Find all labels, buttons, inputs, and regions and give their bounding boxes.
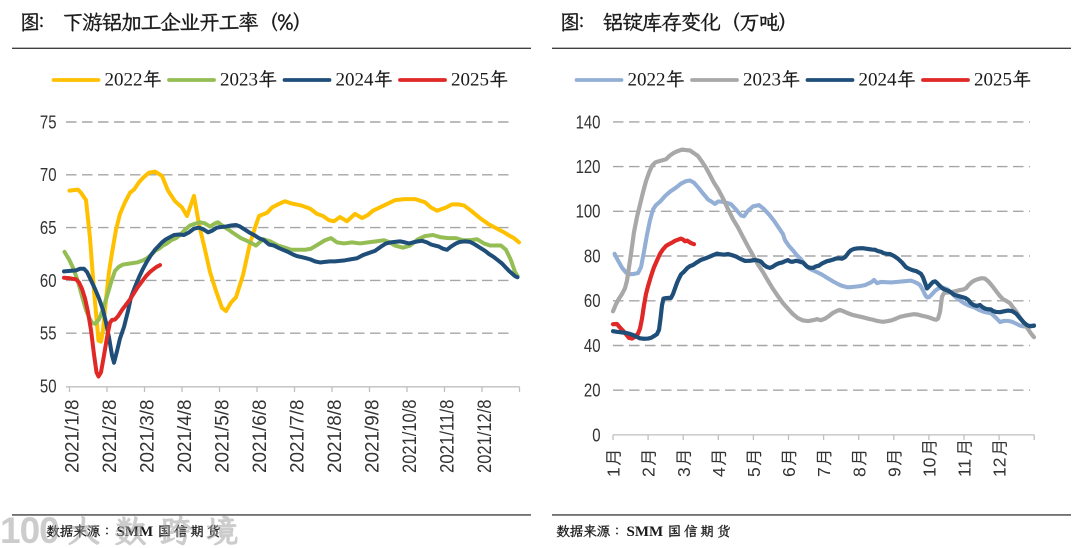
svg-text:140: 140 [576, 112, 601, 132]
svg-text:0: 0 [592, 425, 600, 445]
svg-text:2021/2/8: 2021/2/8 [100, 400, 121, 474]
svg-text:2021/10/8: 2021/10/8 [400, 400, 421, 474]
svg-text:1: 1 [604, 467, 624, 477]
svg-text:12: 12 [990, 458, 1010, 477]
svg-text:7: 7 [814, 467, 834, 477]
svg-text:6: 6 [779, 467, 799, 477]
svg-text:120: 120 [576, 157, 601, 177]
svg-text:60: 60 [584, 291, 601, 311]
svg-text:2021/11/8: 2021/11/8 [438, 400, 459, 474]
svg-text:50: 50 [40, 376, 57, 396]
svg-text:SMM: SMM [627, 524, 664, 540]
svg-text:5: 5 [744, 467, 764, 477]
svg-text:65: 65 [40, 218, 57, 238]
svg-text:100: 100 [576, 202, 601, 222]
svg-text:9: 9 [884, 467, 904, 477]
svg-text:2021/5/8: 2021/5/8 [213, 400, 234, 474]
svg-text:10: 10 [920, 457, 940, 477]
svg-text:8: 8 [849, 467, 869, 477]
svg-text:4: 4 [709, 467, 729, 477]
svg-text:2021/6/8: 2021/6/8 [250, 400, 271, 474]
svg-text:3: 3 [674, 467, 694, 477]
svg-text:70: 70 [40, 165, 57, 185]
svg-text:2021/9/8: 2021/9/8 [363, 400, 384, 474]
svg-text:55: 55 [40, 324, 57, 344]
svg-text:2021/1/8: 2021/1/8 [63, 400, 84, 474]
svg-text:2023: 2023 [220, 70, 258, 91]
svg-text:2022: 2022 [105, 70, 143, 91]
svg-text:60: 60 [40, 271, 57, 291]
svg-text:2024: 2024 [859, 70, 898, 91]
svg-text:2022: 2022 [628, 70, 666, 91]
svg-text:2021/12/8: 2021/12/8 [475, 400, 496, 474]
svg-text:2021/8/8: 2021/8/8 [325, 400, 346, 474]
svg-text:80: 80 [584, 246, 601, 266]
svg-text:2021/7/8: 2021/7/8 [288, 400, 309, 474]
svg-text:40: 40 [584, 336, 601, 356]
svg-text:2025: 2025 [451, 70, 489, 91]
svg-text:2025: 2025 [974, 70, 1012, 91]
svg-text:2: 2 [639, 467, 659, 477]
svg-text:75: 75 [40, 112, 57, 132]
svg-text:2021/3/8: 2021/3/8 [138, 400, 159, 474]
svg-text:100: 100 [0, 510, 59, 548]
svg-text:11: 11 [955, 459, 975, 477]
svg-text:2021/4/8: 2021/4/8 [175, 400, 196, 474]
svg-text:20: 20 [584, 381, 601, 401]
svg-text:2023: 2023 [743, 70, 781, 91]
svg-text:2024: 2024 [336, 70, 375, 91]
